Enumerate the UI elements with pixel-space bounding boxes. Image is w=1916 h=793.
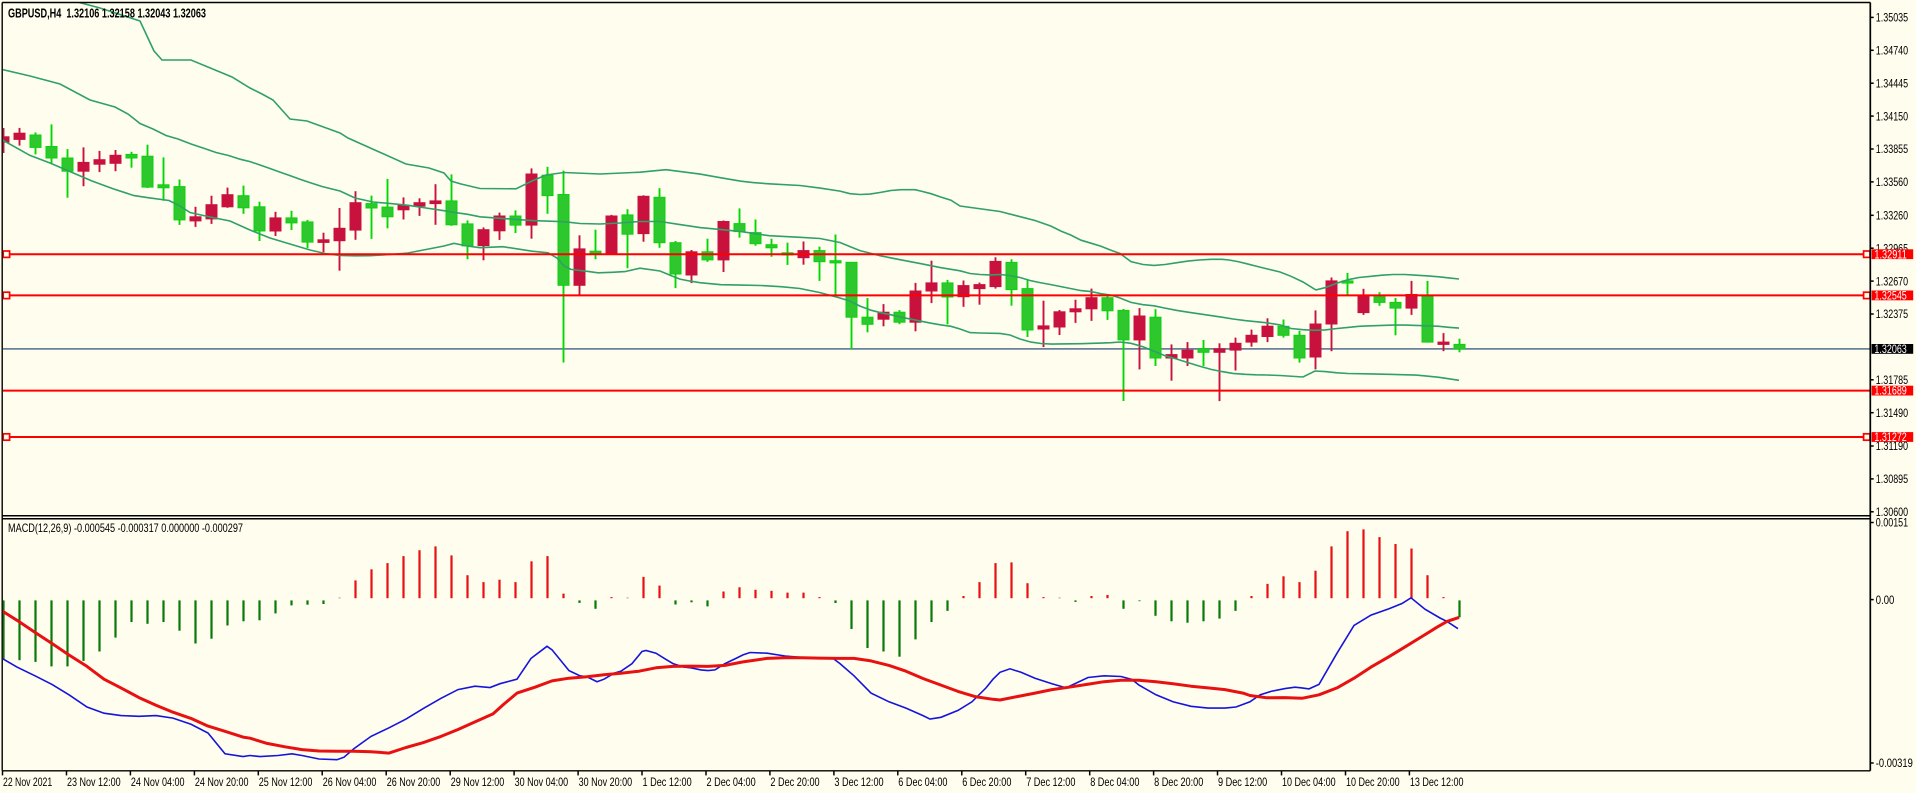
svg-text:1.31785: 1.31785 bbox=[1876, 373, 1909, 387]
svg-text:1.32911: 1.32911 bbox=[1874, 247, 1907, 261]
svg-text:-0.00319: -0.00319 bbox=[1876, 756, 1913, 770]
svg-text:8 Dec 20:00: 8 Dec 20:00 bbox=[1154, 775, 1203, 789]
svg-text:1.32375: 1.32375 bbox=[1876, 307, 1909, 321]
svg-text:13 Dec 12:00: 13 Dec 12:00 bbox=[1410, 775, 1464, 789]
svg-text:GBPUSD,H4 1.32106 1.32158 1.3: GBPUSD,H4 1.32106 1.32158 1.32043 1.3206… bbox=[8, 7, 206, 21]
svg-text:1.31272: 1.31272 bbox=[1874, 430, 1907, 444]
svg-text:3 Dec 12:00: 3 Dec 12:00 bbox=[834, 775, 883, 789]
svg-text:8 Dec 04:00: 8 Dec 04:00 bbox=[1090, 775, 1139, 789]
svg-text:25 Nov 12:00: 25 Nov 12:00 bbox=[259, 775, 313, 789]
svg-text:1.34740: 1.34740 bbox=[1876, 44, 1909, 58]
svg-text:1.34150: 1.34150 bbox=[1876, 109, 1909, 123]
svg-text:6 Dec 20:00: 6 Dec 20:00 bbox=[962, 775, 1011, 789]
svg-text:22 Nov 2021: 22 Nov 2021 bbox=[3, 775, 52, 789]
svg-text:1 Dec 12:00: 1 Dec 12:00 bbox=[643, 775, 692, 789]
svg-text:1.31190: 1.31190 bbox=[1876, 439, 1909, 453]
svg-text:10 Dec 04:00: 10 Dec 04:00 bbox=[1282, 775, 1336, 789]
svg-text:0.00151: 0.00151 bbox=[1876, 516, 1909, 530]
svg-text:10 Dec 20:00: 10 Dec 20:00 bbox=[1346, 775, 1400, 789]
svg-text:30 Nov 20:00: 30 Nov 20:00 bbox=[579, 775, 633, 789]
svg-text:1.33260: 1.33260 bbox=[1876, 209, 1909, 223]
svg-text:1.33855: 1.33855 bbox=[1876, 142, 1909, 156]
svg-text:2 Dec 04:00: 2 Dec 04:00 bbox=[707, 775, 756, 789]
svg-text:2 Dec 20:00: 2 Dec 20:00 bbox=[770, 775, 819, 789]
svg-text:1.34445: 1.34445 bbox=[1876, 76, 1909, 90]
svg-text:23 Nov 12:00: 23 Nov 12:00 bbox=[67, 775, 121, 789]
svg-text:1.31689: 1.31689 bbox=[1874, 384, 1907, 398]
svg-text:24 Nov 04:00: 24 Nov 04:00 bbox=[131, 775, 185, 789]
svg-text:26 Nov 20:00: 26 Nov 20:00 bbox=[387, 775, 441, 789]
svg-text:29 Nov 12:00: 29 Nov 12:00 bbox=[451, 775, 505, 789]
svg-text:MACD(12,26,9) -0.000545 -0.000: MACD(12,26,9) -0.000545 -0.000317 0.0000… bbox=[8, 521, 243, 535]
svg-text:1.31490: 1.31490 bbox=[1876, 406, 1909, 420]
svg-text:30 Nov 04:00: 30 Nov 04:00 bbox=[515, 775, 569, 789]
svg-text:1.33560: 1.33560 bbox=[1876, 175, 1909, 189]
svg-text:24 Nov 20:00: 24 Nov 20:00 bbox=[195, 775, 249, 789]
svg-text:0.00: 0.00 bbox=[1876, 593, 1895, 607]
svg-text:1.30895: 1.30895 bbox=[1876, 472, 1909, 486]
svg-text:1.35035: 1.35035 bbox=[1876, 11, 1909, 25]
svg-text:7 Dec 12:00: 7 Dec 12:00 bbox=[1026, 775, 1075, 789]
svg-text:1.30600: 1.30600 bbox=[1876, 505, 1909, 519]
svg-text:1.32063: 1.32063 bbox=[1874, 342, 1907, 356]
svg-text:1.32670: 1.32670 bbox=[1876, 274, 1909, 288]
svg-text:6 Dec 04:00: 6 Dec 04:00 bbox=[898, 775, 947, 789]
svg-text:26 Nov 04:00: 26 Nov 04:00 bbox=[323, 775, 377, 789]
svg-text:1.32545: 1.32545 bbox=[1874, 289, 1907, 303]
svg-text:9 Dec 12:00: 9 Dec 12:00 bbox=[1218, 775, 1267, 789]
